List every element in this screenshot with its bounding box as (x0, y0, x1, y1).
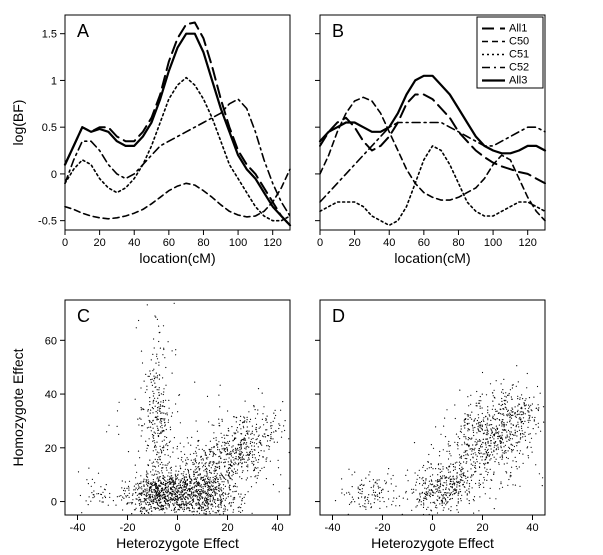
svg-text:20: 20 (93, 237, 105, 249)
svg-text:40: 40 (45, 389, 57, 401)
svg-text:-20: -20 (120, 522, 136, 534)
svg-text:All1: All1 (509, 23, 527, 35)
svg-text:100: 100 (229, 237, 247, 249)
svg-text:60: 60 (163, 237, 175, 249)
svg-text:0: 0 (174, 522, 180, 534)
svg-text:0: 0 (62, 237, 68, 249)
svg-text:0.5: 0.5 (42, 122, 57, 134)
svg-text:80: 80 (197, 237, 209, 249)
svg-text:location(cM): location(cM) (139, 250, 215, 266)
svg-text:40: 40 (128, 237, 140, 249)
svg-text:80: 80 (452, 237, 464, 249)
svg-text:C: C (77, 306, 90, 326)
svg-text:1.5: 1.5 (42, 29, 57, 41)
figure-svg: 0 20 40 60 80 100 120 -0.5 0 0.5 1 1.5 location(cM) l… (0, 0, 603, 555)
svg-text:log(BF): log(BF) (10, 100, 26, 146)
svg-text:Heterozygote Effect: Heterozygote Effect (116, 535, 239, 551)
svg-text:20: 20 (45, 443, 57, 455)
svg-text:0: 0 (51, 169, 57, 181)
svg-text:40: 40 (526, 522, 538, 534)
svg-text:1: 1 (51, 75, 57, 87)
svg-text:40: 40 (271, 522, 283, 534)
svg-text:C51: C51 (509, 49, 529, 61)
svg-text:20: 20 (348, 237, 360, 249)
svg-text:-20: -20 (375, 522, 391, 534)
svg-text:All3: All3 (509, 75, 527, 87)
figure-root: 0 20 40 60 80 100 120 -0.5 0 0.5 1 1.5 location(cM) l… (0, 0, 603, 555)
svg-text:60: 60 (418, 237, 430, 249)
svg-text:-40: -40 (70, 522, 86, 534)
svg-text:0: 0 (51, 497, 57, 509)
svg-text:20: 20 (476, 522, 488, 534)
svg-text:C52: C52 (509, 62, 529, 74)
svg-text:120: 120 (264, 237, 282, 249)
svg-text:C50: C50 (509, 36, 529, 48)
svg-text:Heterozygote Effect: Heterozygote Effect (371, 535, 494, 551)
svg-text:0: 0 (429, 522, 435, 534)
svg-text:Homozygote Effect: Homozygote Effect (10, 348, 26, 466)
svg-text:B: B (332, 21, 344, 41)
svg-text:0: 0 (317, 237, 323, 249)
svg-text:60: 60 (45, 335, 57, 347)
svg-text:-40: -40 (325, 522, 341, 534)
svg-text:40: 40 (383, 237, 395, 249)
svg-text:120: 120 (519, 237, 537, 249)
svg-text:location(cM): location(cM) (394, 250, 470, 266)
svg-text:20: 20 (221, 522, 233, 534)
svg-text:100: 100 (484, 237, 502, 249)
svg-text:D: D (332, 306, 345, 326)
svg-text:A: A (77, 21, 89, 41)
svg-text:-0.5: -0.5 (38, 216, 57, 228)
